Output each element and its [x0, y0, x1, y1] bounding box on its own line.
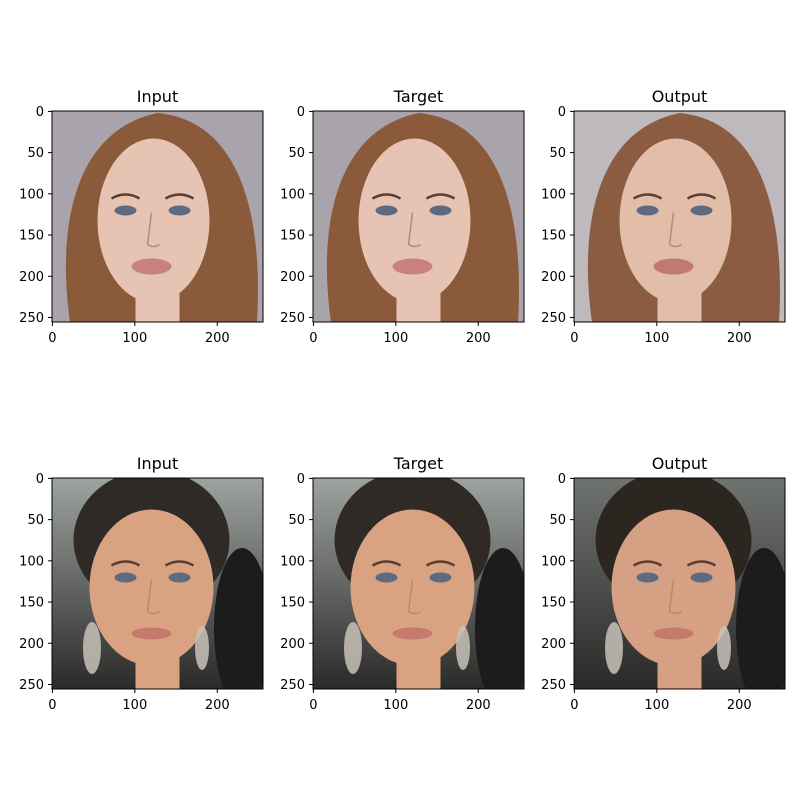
y-tick-label: 0	[36, 472, 44, 487]
x-tick-label: 100	[122, 698, 147, 713]
x-tick-label: 100	[122, 331, 147, 346]
y-tick-label: 250	[280, 311, 305, 326]
y-tick-label: 150	[280, 229, 305, 244]
axes-frame	[51, 477, 264, 690]
x-tick-label: 100	[644, 331, 669, 346]
x-tick-label: 0	[48, 698, 56, 713]
y-tick-label: 150	[541, 596, 566, 611]
y-tick-label: 200	[19, 270, 44, 285]
x-tick-label: 200	[205, 698, 230, 713]
y-tick-label: 100	[19, 187, 44, 202]
x-tick-label: 200	[727, 698, 752, 713]
x-tick-label: 0	[570, 331, 578, 346]
y-tick-label: 50	[549, 513, 566, 528]
y-tick-label: 50	[27, 513, 44, 528]
y-tick-label: 200	[19, 637, 44, 652]
y-tick-label: 250	[19, 311, 44, 326]
y-tick-label: 100	[280, 187, 305, 202]
y-tick-label: 100	[19, 554, 44, 569]
x-tick-label: 0	[309, 698, 317, 713]
x-tick-label: 0	[309, 331, 317, 346]
axes-frame	[573, 110, 786, 323]
portrait-image	[313, 478, 524, 689]
subplot-output-1: Output 0 100 200 0 50 100 150 200 250	[541, 87, 786, 346]
axes-frame	[312, 110, 525, 323]
x-tick-label: 200	[727, 331, 752, 346]
axes-frame	[573, 477, 786, 690]
subplot-output-2: Output 0 100 200 0 50 100 150 200 250	[541, 454, 786, 713]
x-tick-label: 100	[644, 698, 669, 713]
y-tick-label: 150	[19, 596, 44, 611]
x-tick-label: 200	[466, 698, 491, 713]
x-tick-label: 100	[383, 331, 408, 346]
subplot-title: Target	[393, 87, 444, 106]
subplot-title: Output	[652, 87, 708, 106]
portrait-image	[313, 111, 524, 322]
subplot-input-2: Input 0 100 200 0 50 100 150 200 250	[19, 454, 264, 713]
y-tick-label: 250	[541, 311, 566, 326]
y-tick-label: 150	[19, 229, 44, 244]
axes-frame	[312, 477, 525, 690]
portrait-image	[574, 111, 785, 322]
y-tick-label: 100	[541, 554, 566, 569]
subplot-title: Input	[137, 87, 178, 106]
subplot-title: Output	[652, 454, 708, 473]
subplot-target-1: Target 0 100 200 0 50 100 150 200 250	[280, 87, 525, 346]
x-tick-label: 100	[383, 698, 408, 713]
y-tick-label: 0	[36, 105, 44, 120]
y-tick-label: 50	[288, 513, 305, 528]
x-tick-label: 0	[48, 331, 56, 346]
portrait-image	[52, 111, 263, 322]
y-tick-label: 100	[280, 554, 305, 569]
y-tick-label: 50	[288, 146, 305, 161]
y-tick-label: 0	[297, 105, 305, 120]
y-tick-label: 250	[280, 678, 305, 693]
axes-frame	[51, 110, 264, 323]
y-tick-label: 100	[541, 187, 566, 202]
portrait-image	[574, 478, 785, 689]
y-tick-label: 200	[280, 270, 305, 285]
portrait-image	[52, 478, 263, 689]
y-tick-label: 200	[541, 637, 566, 652]
y-tick-label: 250	[19, 678, 44, 693]
subplot-title: Target	[393, 454, 444, 473]
x-tick-label: 0	[570, 698, 578, 713]
subplot-input-1: Input 0 100 200 0 50 100 150 200 250	[19, 87, 264, 346]
subplot-target-2: Target 0 100 200 0 50 100 150 200 250	[280, 454, 525, 713]
y-tick-label: 200	[280, 637, 305, 652]
y-tick-label: 150	[280, 596, 305, 611]
subplot-title: Input	[137, 454, 178, 473]
y-tick-label: 0	[558, 472, 566, 487]
y-tick-label: 50	[27, 146, 44, 161]
y-tick-label: 50	[549, 146, 566, 161]
x-tick-label: 200	[205, 331, 230, 346]
y-tick-label: 150	[541, 229, 566, 244]
x-tick-label: 200	[466, 331, 491, 346]
y-tick-label: 250	[541, 678, 566, 693]
y-tick-label: 0	[297, 472, 305, 487]
y-tick-label: 200	[541, 270, 566, 285]
y-tick-label: 0	[558, 105, 566, 120]
